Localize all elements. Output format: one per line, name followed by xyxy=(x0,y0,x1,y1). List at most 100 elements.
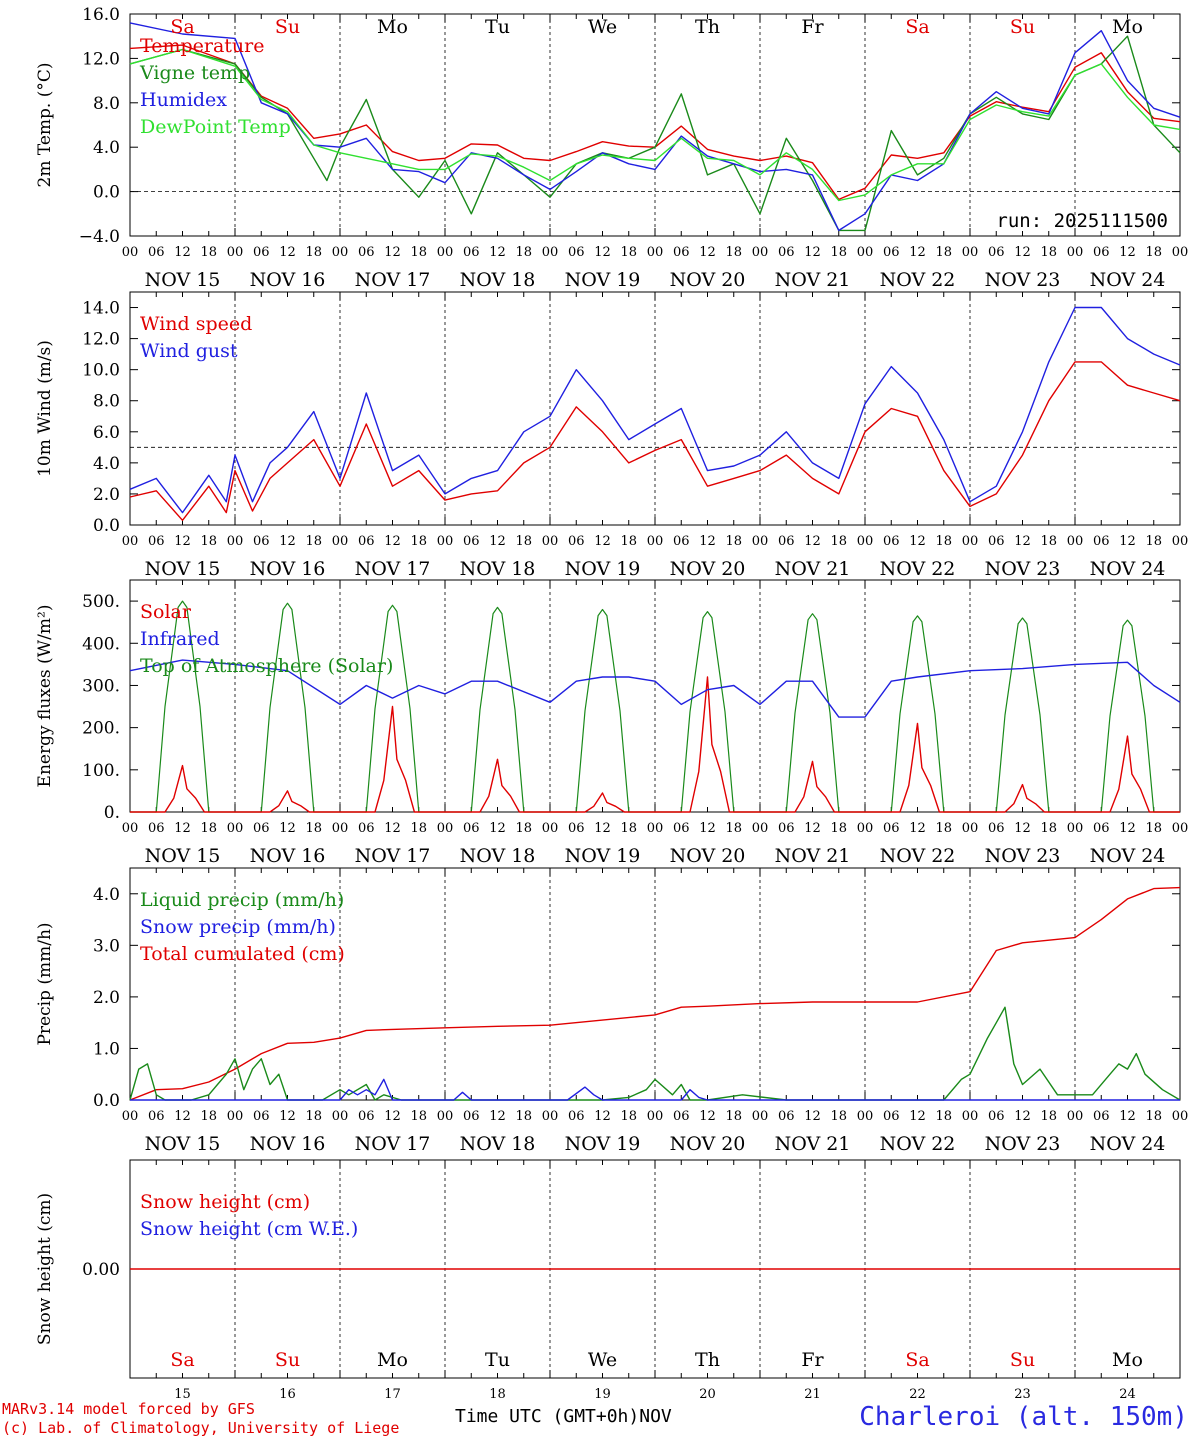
solar-day-3 xyxy=(340,705,445,813)
date-label: NOV 15 xyxy=(145,1133,221,1155)
hour-tick-label: 00 xyxy=(437,821,454,836)
y-tick-label: 4.0 xyxy=(93,454,120,474)
date-label: NOV 17 xyxy=(355,845,431,867)
solar-day-7 xyxy=(760,760,865,813)
day-number-label: 18 xyxy=(489,1387,506,1402)
hour-tick-label: 06 xyxy=(148,821,165,836)
y-tick-label: 400. xyxy=(82,634,120,654)
toa-solar-day-1 xyxy=(130,600,235,813)
hour-tick-label: 18 xyxy=(200,821,217,836)
date-label: NOV 16 xyxy=(250,558,326,580)
date-label: NOV 19 xyxy=(565,558,641,580)
hour-tick-label: 00 xyxy=(1172,245,1189,260)
hour-tick-label: 00 xyxy=(962,534,979,549)
hour-tick-label: 18 xyxy=(1145,245,1162,260)
model-credit: MARv3.14 model forced by GFS xyxy=(2,1400,255,1418)
hour-tick-label: 12 xyxy=(1014,821,1031,836)
hour-tick-label: 00 xyxy=(542,245,559,260)
hour-tick-label: 00 xyxy=(1172,1109,1189,1124)
y-tick-label: 16.0 xyxy=(82,5,120,25)
hour-tick-label: 12 xyxy=(909,821,926,836)
panel-3: 0. 100. 200. 300. 400. 500. Energy fluxes (W/m… xyxy=(35,579,1188,867)
hour-tick-label: 12 xyxy=(1119,1109,1136,1124)
hour-tick-label: 12 xyxy=(804,534,821,549)
hour-tick-label: 18 xyxy=(515,821,532,836)
legend-entry: Snow precip (mm/h) xyxy=(140,916,336,938)
hour-tick-label: 12 xyxy=(384,534,401,549)
hour-tick-label: 18 xyxy=(830,821,847,836)
y-axis-label: 10m Wind (m/s) xyxy=(35,340,55,477)
hour-tick-label: 18 xyxy=(830,245,847,260)
solar-day-8 xyxy=(865,722,970,813)
date-label: NOV 24 xyxy=(1090,1133,1166,1155)
weekday-label: Sa xyxy=(170,16,194,38)
weekday-label-bottom: We xyxy=(588,1349,617,1371)
hour-tick-label: 12 xyxy=(594,821,611,836)
hour-tick-label: 06 xyxy=(673,1109,690,1124)
date-label: NOV 23 xyxy=(985,558,1061,580)
hour-tick-label: 00 xyxy=(332,534,349,549)
hour-tick-label: 00 xyxy=(962,821,979,836)
date-label: NOV 19 xyxy=(565,845,641,867)
hour-tick-label: 18 xyxy=(725,821,742,836)
date-label: NOV 15 xyxy=(145,558,221,580)
hour-tick-label: 06 xyxy=(778,821,795,836)
y-tick-label: 4.0 xyxy=(93,138,120,158)
hour-tick-label: 12 xyxy=(384,1109,401,1124)
hour-tick-label: 06 xyxy=(1093,534,1110,549)
day-number-label: 23 xyxy=(1014,1387,1031,1402)
hour-tick-label: 00 xyxy=(752,534,769,549)
hour-tick-label: 06 xyxy=(253,821,270,836)
hour-tick-label: 18 xyxy=(410,821,427,836)
hour-tick-label: 06 xyxy=(778,1109,795,1124)
hour-tick-label: 00 xyxy=(227,534,244,549)
hour-tick-label: 06 xyxy=(1093,1109,1110,1124)
date-label: NOV 21 xyxy=(775,269,851,291)
legend-entry: Vigne temp xyxy=(139,62,250,84)
hour-tick-label: 06 xyxy=(988,1109,1005,1124)
solar-day-2 xyxy=(235,790,340,813)
hour-tick-label: 18 xyxy=(725,1109,742,1124)
y-tick-label: 300. xyxy=(82,676,120,696)
weekday-label-bottom: Mo xyxy=(377,1349,408,1371)
hour-tick-label: 18 xyxy=(1040,1109,1057,1124)
hour-tick-label: 12 xyxy=(174,245,191,260)
weekday-label-bottom: Su xyxy=(275,1349,300,1371)
legend-entry: Infrared xyxy=(140,628,220,650)
hour-tick-label: 00 xyxy=(857,534,874,549)
toa-solar-day-5 xyxy=(550,608,655,813)
hour-tick-label: 18 xyxy=(410,534,427,549)
hour-tick-label: 18 xyxy=(305,534,322,549)
hour-tick-label: 00 xyxy=(647,1109,664,1124)
hour-tick-label: 12 xyxy=(174,821,191,836)
y-tick-label: 200. xyxy=(82,719,120,739)
hour-tick-label: 18 xyxy=(515,534,532,549)
hour-tick-label: 06 xyxy=(883,821,900,836)
y-tick-label: 0.0 xyxy=(93,1091,120,1111)
hour-tick-label: 00 xyxy=(752,821,769,836)
y-tick-label: 0.00 xyxy=(82,1260,120,1280)
y-axis-label: Snow height (cm) xyxy=(35,1193,55,1345)
hour-tick-label: 00 xyxy=(437,245,454,260)
solar-day-6 xyxy=(655,676,760,813)
hour-tick-label: 06 xyxy=(673,245,690,260)
hour-tick-label: 12 xyxy=(384,245,401,260)
hour-tick-label: 00 xyxy=(1067,534,1084,549)
hour-tick-label: 12 xyxy=(279,245,296,260)
series-infrared xyxy=(129,659,1181,718)
hour-tick-label: 00 xyxy=(962,245,979,260)
hour-tick-label: 12 xyxy=(279,821,296,836)
series-total-cumulated-cm- xyxy=(129,886,1181,1101)
solar-day-1 xyxy=(130,764,235,813)
hour-tick-label: 06 xyxy=(568,245,585,260)
y-tick-label: 100. xyxy=(82,761,120,781)
toa-solar-day-10 xyxy=(1075,619,1180,813)
y-axis-label: 2m Temp. (°C) xyxy=(35,62,55,187)
hour-tick-label: 00 xyxy=(647,245,664,260)
legend-entry: DewPoint Temp xyxy=(140,116,291,138)
y-tick-label: 0. xyxy=(104,803,120,823)
date-label: NOV 21 xyxy=(775,1133,851,1155)
hour-tick-label: 12 xyxy=(1119,245,1136,260)
hour-tick-label: 06 xyxy=(253,1109,270,1124)
hour-tick-label: 18 xyxy=(830,534,847,549)
